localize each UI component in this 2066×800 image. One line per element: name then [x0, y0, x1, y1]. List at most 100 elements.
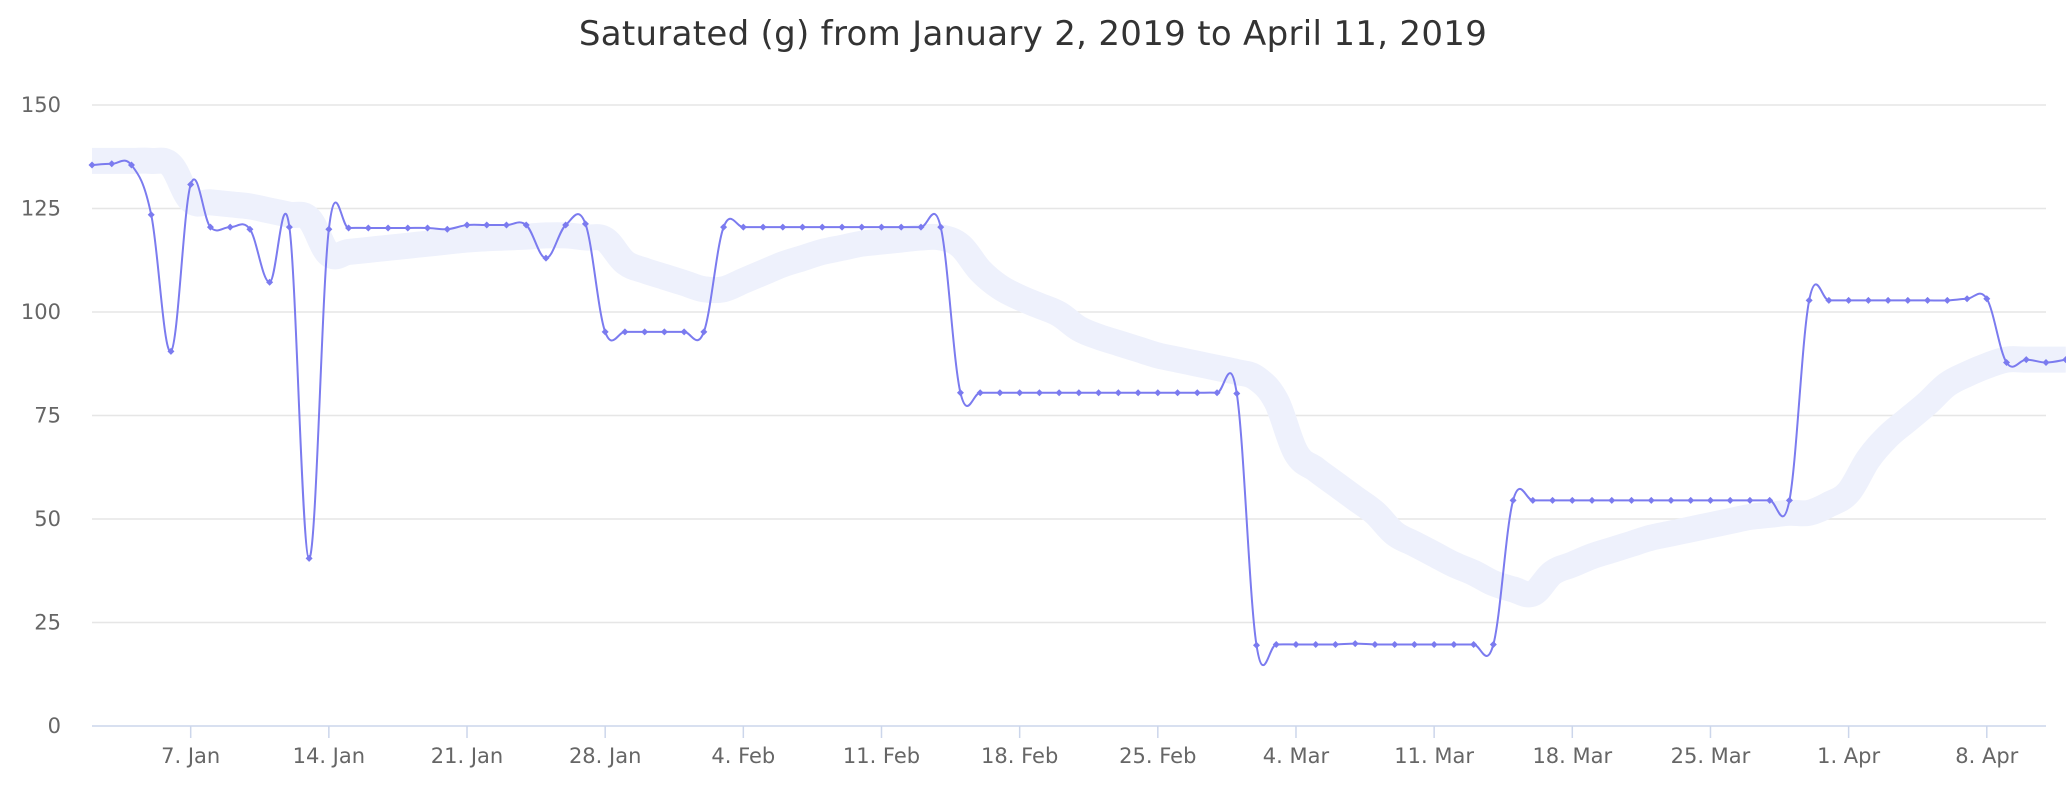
data-point-marker[interactable]	[1687, 496, 1695, 504]
data-point-marker[interactable]	[2042, 359, 2050, 367]
data-point-marker[interactable]	[1114, 389, 1122, 397]
data-point-marker[interactable]	[1667, 496, 1675, 504]
data-point-marker[interactable]	[1489, 640, 1497, 648]
data-point-marker[interactable]	[1035, 389, 1043, 397]
data-point-marker[interactable]	[1253, 641, 1261, 649]
data-point-marker[interactable]	[285, 223, 293, 231]
data-point-marker[interactable]	[1410, 640, 1418, 648]
data-point-marker[interactable]	[246, 225, 254, 233]
data-point-marker[interactable]	[1292, 640, 1300, 648]
data-point-marker[interactable]	[1134, 389, 1142, 397]
data-point-marker[interactable]	[443, 225, 451, 233]
data-point-marker[interactable]	[1746, 496, 1754, 504]
data-point-marker[interactable]	[976, 389, 984, 397]
data-point-marker[interactable]	[1075, 389, 1083, 397]
data-point-marker[interactable]	[1845, 296, 1853, 304]
data-point-marker[interactable]	[522, 221, 530, 229]
data-point-marker[interactable]	[1272, 640, 1280, 648]
data-point-marker[interactable]	[1884, 296, 1892, 304]
data-point-marker[interactable]	[1509, 496, 1517, 504]
data-point-marker[interactable]	[641, 328, 649, 336]
data-point-marker[interactable]	[424, 224, 432, 232]
data-point-marker[interactable]	[1331, 640, 1339, 648]
data-point-marker[interactable]	[1706, 496, 1714, 504]
data-point-marker[interactable]	[1608, 496, 1616, 504]
data-point-marker[interactable]	[1450, 640, 1458, 648]
data-point-marker[interactable]	[266, 278, 274, 286]
data-point-marker[interactable]	[345, 224, 353, 232]
data-point-marker[interactable]	[996, 389, 1004, 397]
data-point-marker[interactable]	[1943, 296, 1951, 304]
data-point-marker[interactable]	[187, 180, 195, 188]
data-point-marker[interactable]	[1805, 296, 1813, 304]
data-point-marker[interactable]	[877, 223, 885, 231]
data-point-marker[interactable]	[1174, 389, 1182, 397]
data-point-marker[interactable]	[1213, 389, 1221, 397]
data-point-marker[interactable]	[1726, 496, 1734, 504]
data-point-marker[interactable]	[1924, 296, 1932, 304]
data-point-marker[interactable]	[364, 224, 372, 232]
data-point-marker[interactable]	[1825, 296, 1833, 304]
data-point-marker[interactable]	[1470, 640, 1478, 648]
data-point-marker[interactable]	[2022, 356, 2030, 364]
data-point-marker[interactable]	[1095, 389, 1103, 397]
data-point-marker[interactable]	[917, 223, 925, 231]
data-point-marker[interactable]	[838, 223, 846, 231]
data-point-marker[interactable]	[1312, 640, 1320, 648]
data-point-marker[interactable]	[759, 223, 767, 231]
data-point-marker[interactable]	[818, 223, 826, 231]
data-point-marker[interactable]	[542, 254, 550, 262]
data-point-marker[interactable]	[1766, 496, 1774, 504]
data-point-marker[interactable]	[1430, 640, 1438, 648]
data-point-marker[interactable]	[502, 221, 510, 229]
data-point-marker[interactable]	[404, 224, 412, 232]
data-point-marker[interactable]	[1568, 496, 1576, 504]
data-point-marker[interactable]	[2003, 359, 2011, 367]
data-point-marker[interactable]	[1864, 296, 1872, 304]
data-point-marker[interactable]	[937, 223, 945, 231]
data-point-marker[interactable]	[1391, 640, 1399, 648]
data-point-marker[interactable]	[147, 211, 155, 219]
data-point-marker[interactable]	[897, 223, 905, 231]
data-point-marker[interactable]	[562, 221, 570, 229]
data-point-marker[interactable]	[956, 389, 964, 397]
data-point-marker[interactable]	[720, 223, 728, 231]
data-point-marker[interactable]	[1371, 640, 1379, 648]
data-point-marker[interactable]	[384, 224, 392, 232]
data-point-marker[interactable]	[463, 221, 471, 229]
data-point-marker[interactable]	[660, 328, 668, 336]
data-point-marker[interactable]	[799, 223, 807, 231]
data-point-marker[interactable]	[739, 223, 747, 231]
data-point-marker[interactable]	[1233, 390, 1241, 398]
data-point-marker[interactable]	[1904, 296, 1912, 304]
data-point-marker[interactable]	[601, 328, 609, 336]
data-point-marker[interactable]	[305, 554, 313, 562]
data-point-marker[interactable]	[1154, 389, 1162, 397]
data-point-marker[interactable]	[700, 328, 708, 336]
data-point-marker[interactable]	[483, 221, 491, 229]
data-point-marker[interactable]	[226, 223, 234, 231]
data-point-marker[interactable]	[1549, 496, 1557, 504]
data-point-marker[interactable]	[1963, 295, 1971, 303]
data-point-marker[interactable]	[621, 328, 629, 336]
saturated-series[interactable]	[88, 159, 2066, 667]
data-point-marker[interactable]	[1647, 496, 1655, 504]
data-point-marker[interactable]	[581, 220, 589, 228]
data-point-marker[interactable]	[1628, 496, 1636, 504]
data-point-marker[interactable]	[1529, 496, 1537, 504]
data-point-marker[interactable]	[108, 160, 116, 168]
data-point-marker[interactable]	[325, 225, 333, 233]
data-point-marker[interactable]	[779, 223, 787, 231]
data-point-marker[interactable]	[1351, 640, 1359, 648]
data-point-marker[interactable]	[88, 161, 96, 169]
data-point-marker[interactable]	[167, 347, 175, 355]
data-point-marker[interactable]	[127, 161, 135, 169]
data-point-marker[interactable]	[858, 223, 866, 231]
data-point-marker[interactable]	[1785, 496, 1793, 504]
data-point-marker[interactable]	[1193, 389, 1201, 397]
data-point-marker[interactable]	[1016, 389, 1024, 397]
data-point-marker[interactable]	[1983, 295, 1991, 303]
data-point-marker[interactable]	[680, 328, 688, 336]
data-point-marker[interactable]	[1055, 389, 1063, 397]
data-point-marker[interactable]	[206, 223, 214, 231]
